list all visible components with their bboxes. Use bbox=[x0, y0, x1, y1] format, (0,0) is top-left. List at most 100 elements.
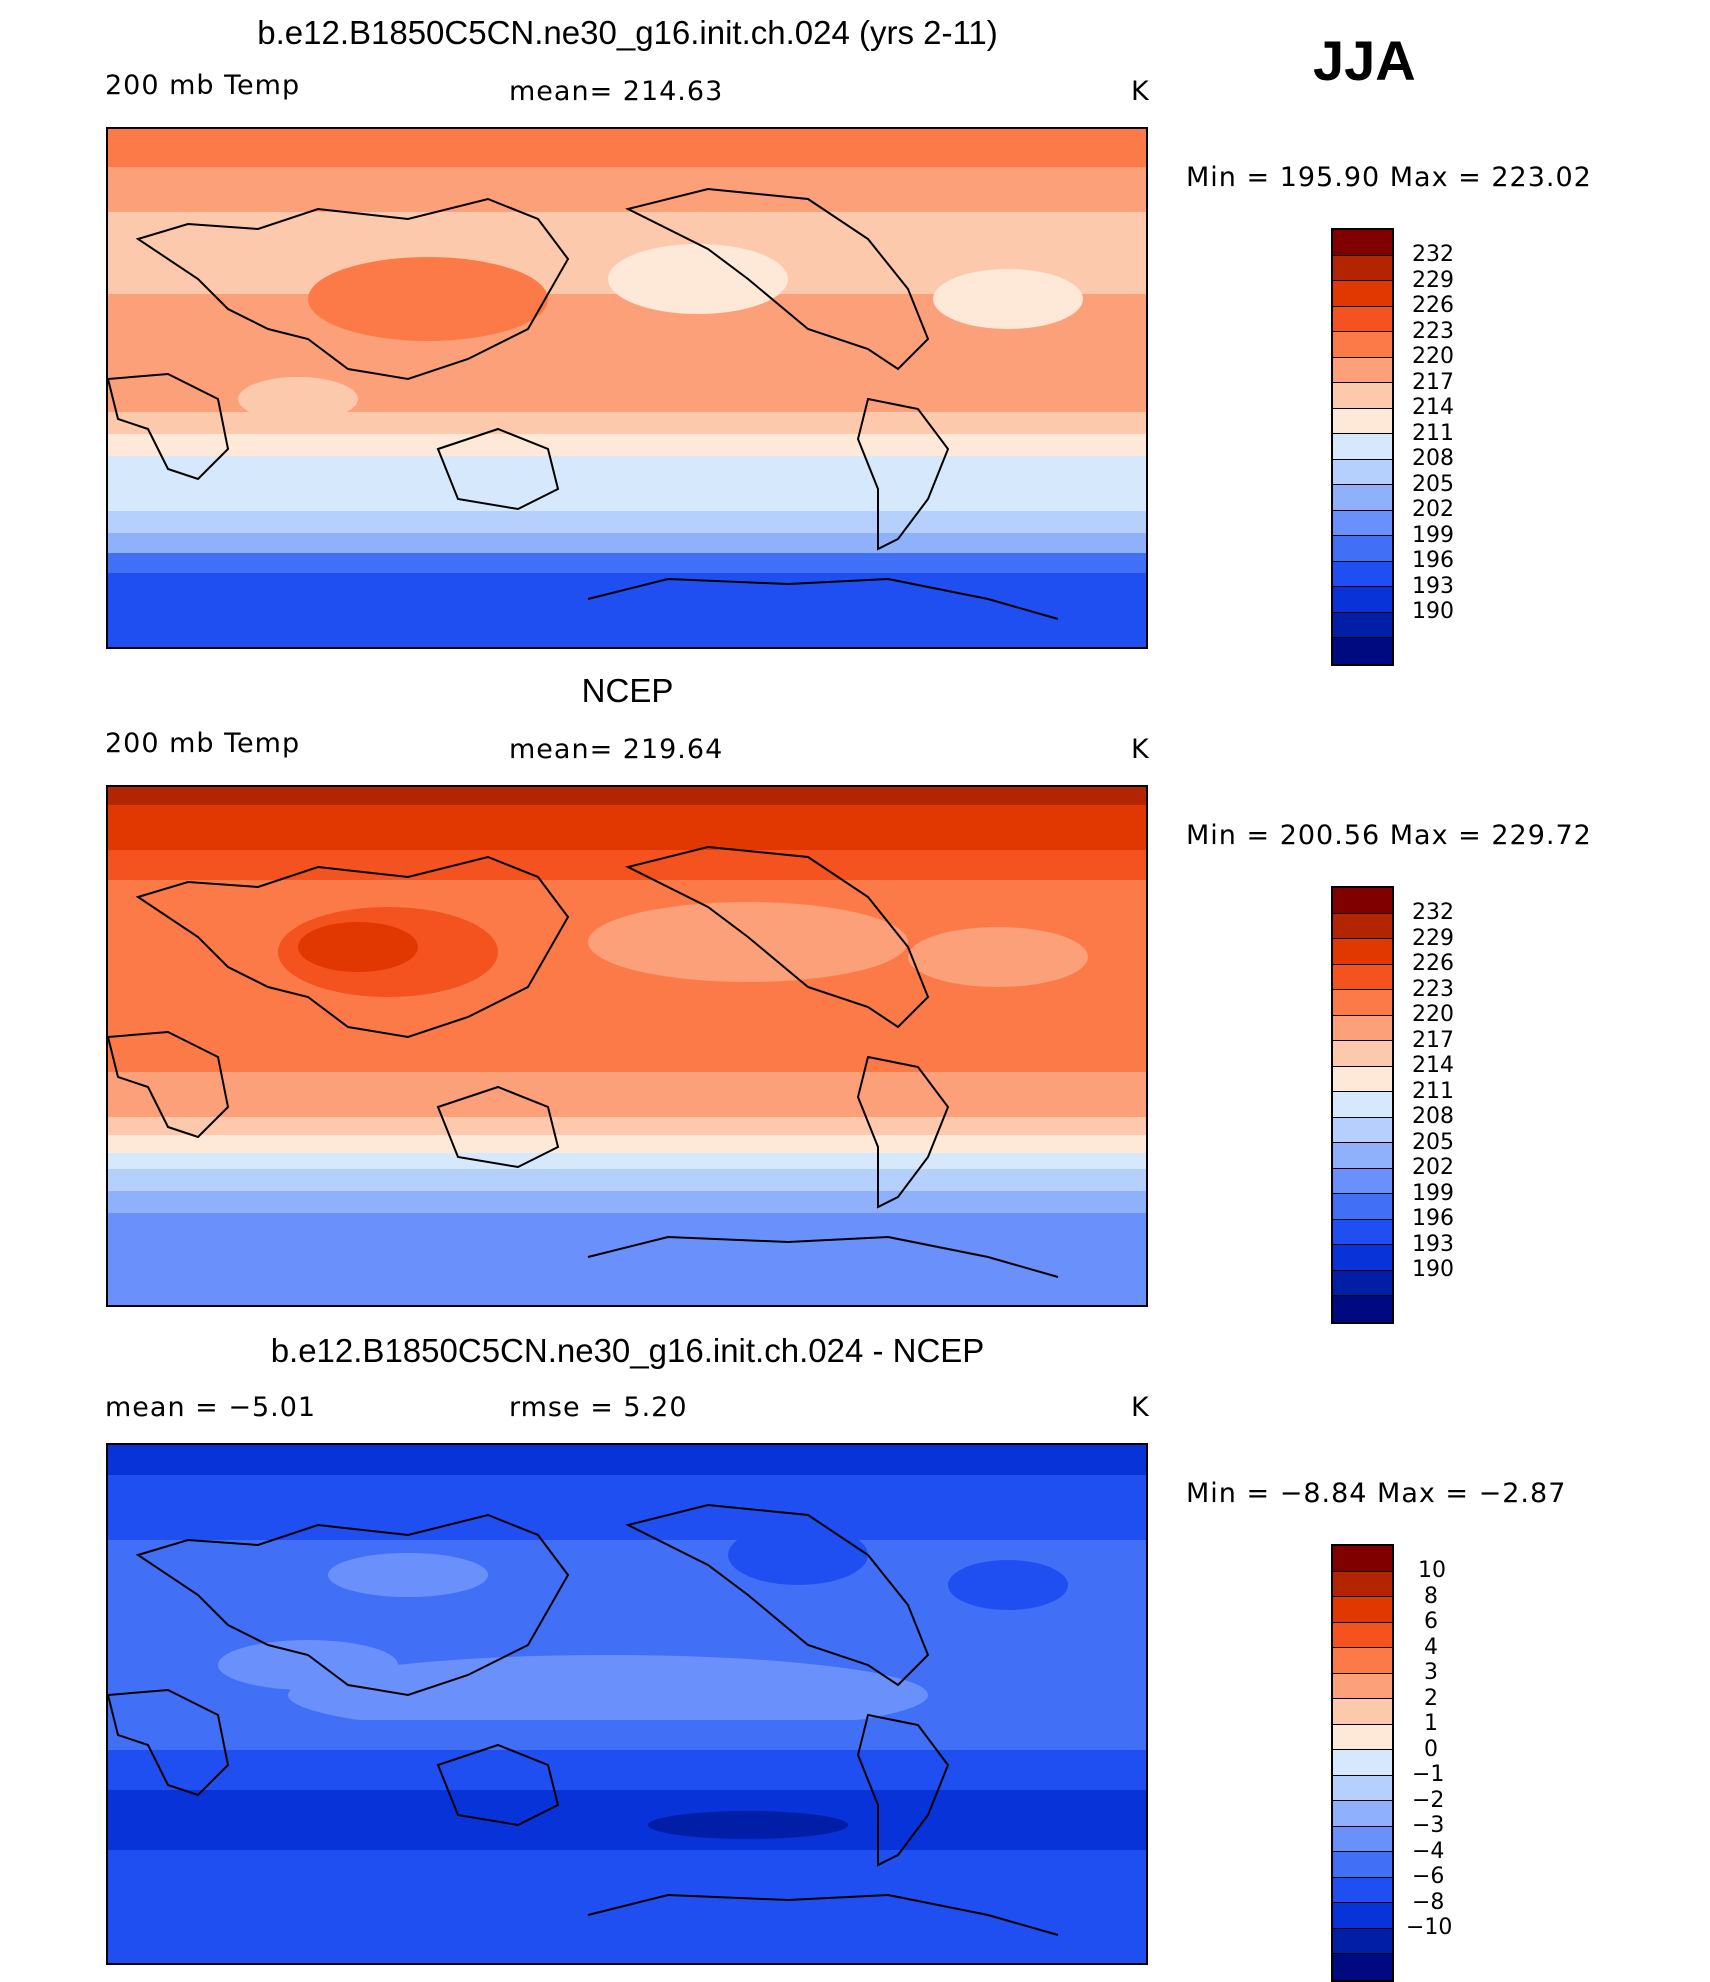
colorbar-swatch bbox=[1333, 1878, 1392, 1903]
panel-1-colorbar-tick: 205 bbox=[1412, 472, 1454, 497]
panel-2-units-label: K bbox=[1131, 734, 1150, 765]
panel-3-colorbar-tick: −4 bbox=[1412, 1839, 1445, 1864]
panel-1-colorbar-tick: 232 bbox=[1412, 242, 1454, 267]
colorbar-swatch bbox=[1333, 511, 1392, 536]
season-label: JJA bbox=[1313, 29, 1416, 92]
colorbar-swatch bbox=[1333, 965, 1392, 990]
colorbar-swatch bbox=[1333, 613, 1392, 638]
panel-2-colorbar-tick: 202 bbox=[1412, 1155, 1454, 1180]
panel-3-colorbar-tick: −3 bbox=[1412, 1813, 1445, 1838]
panel-3-colorbar-tick: 10 bbox=[1418, 1558, 1446, 1583]
colorbar-swatch bbox=[1333, 485, 1392, 511]
colorbar-swatch bbox=[1333, 1725, 1392, 1750]
panel-2-colorbar-tick: 220 bbox=[1412, 1002, 1454, 1027]
colorbar-swatch bbox=[1333, 638, 1392, 664]
colorbar-swatch bbox=[1333, 1169, 1392, 1194]
panel-1-colorbar bbox=[1331, 228, 1394, 666]
colorbar-swatch bbox=[1333, 1041, 1392, 1067]
panel-3-colorbar-tick: −8 bbox=[1412, 1890, 1445, 1915]
colorbar-swatch bbox=[1333, 1699, 1392, 1725]
colorbar-swatch bbox=[1333, 1271, 1392, 1296]
colorbar-swatch bbox=[1333, 1776, 1392, 1801]
panel-2-mean-label: mean= 219.64 bbox=[509, 734, 724, 765]
panel-3-colorbar-tick: 0 bbox=[1424, 1737, 1438, 1762]
colorbar-swatch bbox=[1333, 939, 1392, 965]
colorbar-swatch bbox=[1333, 409, 1392, 434]
panel-1-map bbox=[106, 127, 1148, 649]
panel-2-colorbar-tick: 193 bbox=[1412, 1232, 1454, 1257]
colorbar-swatch bbox=[1333, 1067, 1392, 1092]
panel-3-colorbar-tick: 6 bbox=[1424, 1609, 1438, 1634]
colorbar-swatch bbox=[1333, 383, 1392, 409]
panel-3-rmse-label: rmse = 5.20 bbox=[509, 1392, 688, 1423]
colorbar-swatch bbox=[1333, 562, 1392, 587]
colorbar-swatch bbox=[1333, 230, 1392, 256]
panel-1-colorbar-tick: 220 bbox=[1412, 344, 1454, 369]
colorbar-swatch bbox=[1333, 1572, 1392, 1597]
panel-3-mean-label: mean = −5.01 bbox=[105, 1392, 317, 1423]
panel-2-title: NCEP bbox=[581, 672, 674, 709]
colorbar-swatch bbox=[1333, 460, 1392, 485]
colorbar-swatch bbox=[1333, 1929, 1392, 1954]
panel-2-minmax: Min = 200.56 Max = 229.72 bbox=[1186, 820, 1592, 851]
colorbar-swatch bbox=[1333, 1220, 1392, 1245]
colorbar-swatch bbox=[1333, 1118, 1392, 1143]
colorbar-swatch bbox=[1333, 1143, 1392, 1169]
panel-3-colorbar-tick: 4 bbox=[1424, 1635, 1438, 1660]
panel-1-colorbar-tick: 202 bbox=[1412, 497, 1454, 522]
panel-1-colorbar-tick: 217 bbox=[1412, 370, 1454, 395]
panel-3-colorbar bbox=[1331, 1544, 1394, 1982]
colorbar-swatch bbox=[1333, 281, 1392, 307]
panel-2-colorbar-tick: 214 bbox=[1412, 1053, 1454, 1078]
colorbar-swatch bbox=[1333, 990, 1392, 1016]
panel-3-colorbar-tick: 3 bbox=[1424, 1660, 1438, 1685]
panel-2-colorbar bbox=[1331, 886, 1394, 1324]
colorbar-swatch bbox=[1333, 1623, 1392, 1648]
panel-2-colorbar-tick: 196 bbox=[1412, 1206, 1454, 1231]
colorbar-swatch bbox=[1333, 1903, 1392, 1929]
colorbar-swatch bbox=[1333, 1801, 1392, 1827]
colorbar-swatch bbox=[1333, 587, 1392, 613]
panel-3-colorbar-tick: 2 bbox=[1424, 1686, 1438, 1711]
panel-1-colorbar-tick: 229 bbox=[1412, 268, 1454, 293]
panel-2-map bbox=[106, 785, 1148, 1307]
panel-1-mean-label: mean= 214.63 bbox=[509, 76, 724, 107]
panel-3-colorbar-tick: 1 bbox=[1424, 1711, 1438, 1736]
panel-1-colorbar-tick: 214 bbox=[1412, 395, 1454, 420]
colorbar-swatch bbox=[1333, 1092, 1392, 1118]
panel-3-map bbox=[106, 1443, 1148, 1965]
panel-1-units-label: K bbox=[1131, 76, 1150, 107]
panel-2-colorbar-tick: 190 bbox=[1412, 1257, 1454, 1282]
panel-2-colorbar-tick: 229 bbox=[1412, 926, 1454, 951]
panel-1-colorbar-tick: 223 bbox=[1412, 319, 1454, 344]
panel-3-colorbar-tick: −6 bbox=[1412, 1864, 1445, 1889]
colorbar-swatch bbox=[1333, 1296, 1392, 1322]
panel-2-colorbar-tick: 232 bbox=[1412, 900, 1454, 925]
colorbar-swatch bbox=[1333, 434, 1392, 460]
colorbar-swatch bbox=[1333, 332, 1392, 358]
panel-1-colorbar-tick: 226 bbox=[1412, 293, 1454, 318]
colorbar-swatch bbox=[1333, 914, 1392, 939]
panel-3-minmax: Min = −8.84 Max = −2.87 bbox=[1186, 1478, 1567, 1509]
panel-3-title: b.e12.B1850C5CN.ne30_g16.init.ch.024 - N… bbox=[270, 1332, 985, 1369]
panel-2-colorbar-tick: 226 bbox=[1412, 951, 1454, 976]
panel-1-colorbar-tick: 196 bbox=[1412, 548, 1454, 573]
colorbar-swatch bbox=[1333, 1750, 1392, 1776]
panel-2-colorbar-tick: 217 bbox=[1412, 1028, 1454, 1053]
panel-1-title: b.e12.B1850C5CN.ne30_g16.init.ch.024 (yr… bbox=[257, 14, 998, 51]
panel-3-colorbar-tick: −10 bbox=[1406, 1915, 1453, 1940]
colorbar-swatch bbox=[1333, 1852, 1392, 1878]
colorbar-swatch bbox=[1333, 1597, 1392, 1623]
colorbar-swatch bbox=[1333, 1648, 1392, 1674]
panel-2-colorbar-tick: 211 bbox=[1412, 1079, 1454, 1104]
panel-1-colorbar-tick: 211 bbox=[1412, 421, 1454, 446]
colorbar-swatch bbox=[1333, 307, 1392, 332]
panel-2-colorbar-tick: 208 bbox=[1412, 1104, 1454, 1129]
panel-1-colorbar-tick: 199 bbox=[1412, 523, 1454, 548]
panel-2-left-label: 200 mb Temp bbox=[105, 728, 301, 759]
colorbar-swatch bbox=[1333, 1954, 1392, 1980]
panel-3-colorbar-tick: −1 bbox=[1412, 1762, 1445, 1787]
colorbar-swatch bbox=[1333, 358, 1392, 383]
panel-3-units-label: K bbox=[1131, 1392, 1150, 1423]
panel-3-colorbar-tick: −2 bbox=[1412, 1788, 1445, 1813]
